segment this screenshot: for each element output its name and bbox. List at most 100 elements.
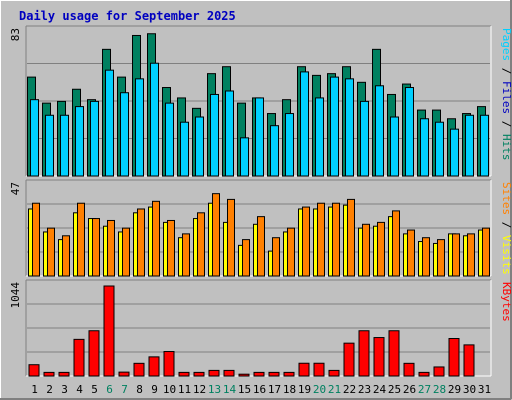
x-day-label-8: 8 xyxy=(136,383,143,396)
bar-kbytes-day-14 xyxy=(223,369,235,377)
x-day-label-20: 20 xyxy=(313,383,326,396)
bar-files-day-17 xyxy=(270,125,279,177)
x-day-label-28: 28 xyxy=(433,383,446,396)
bar-sites-day-3 xyxy=(62,235,70,277)
x-day-label-23: 23 xyxy=(358,383,371,396)
right-label-part: Visits xyxy=(500,235,512,275)
bar-kbytes-day-19 xyxy=(298,362,310,377)
bar-sites-day-22 xyxy=(347,198,355,277)
bar-sites-day-31 xyxy=(482,227,490,277)
x-day-label-10: 10 xyxy=(163,383,176,396)
bar-sites-day-5 xyxy=(92,218,100,277)
x-day-label-31: 31 xyxy=(478,383,491,396)
bar-files-day-26 xyxy=(405,87,414,177)
bar-files-day-29 xyxy=(450,128,459,177)
x-day-label-19: 19 xyxy=(298,383,311,396)
x-day-label-13: 13 xyxy=(208,383,221,396)
right-label-part: / xyxy=(500,215,512,235)
bar-kbytes-day-16 xyxy=(253,371,265,377)
x-day-label-4: 4 xyxy=(76,383,83,396)
bar-kbytes-day-12 xyxy=(193,371,205,377)
bar-sites-day-4 xyxy=(77,202,85,277)
x-day-label-7: 7 xyxy=(121,383,128,396)
bar-sites-day-21 xyxy=(332,202,340,277)
bar-files-day-12 xyxy=(195,116,204,177)
bar-sites-day-20 xyxy=(317,202,325,277)
x-day-label-18: 18 xyxy=(283,383,296,396)
x-day-label-12: 12 xyxy=(193,383,206,396)
bar-files-day-10 xyxy=(165,102,174,177)
y-max-label-2: 47 xyxy=(9,182,22,195)
right-label-part: Files xyxy=(500,81,512,114)
bar-sites-day-16 xyxy=(257,216,265,277)
x-day-label-11: 11 xyxy=(178,383,191,396)
bar-kbytes-day-25 xyxy=(388,330,400,377)
bar-sites-day-24 xyxy=(377,221,385,277)
bar-sites-day-27 xyxy=(422,237,430,277)
bar-kbytes-day-4 xyxy=(73,338,85,377)
bar-files-day-21 xyxy=(330,76,339,177)
bar-sites-day-25 xyxy=(392,210,400,277)
bar-kbytes-day-24 xyxy=(373,337,385,377)
x-day-label-24: 24 xyxy=(373,383,387,396)
x-day-label-25: 25 xyxy=(388,383,401,396)
x-day-label-15: 15 xyxy=(238,383,251,396)
bar-files-day-5 xyxy=(90,100,99,177)
bar-kbytes-day-21 xyxy=(328,369,340,377)
bar-files-day-27 xyxy=(420,118,429,177)
bar-files-day-23 xyxy=(360,100,369,177)
bar-files-day-3 xyxy=(60,114,69,177)
bar-kbytes-day-7 xyxy=(118,371,130,377)
bar-kbytes-day-28 xyxy=(433,366,445,377)
bar-sites-day-11 xyxy=(182,233,190,277)
bar-files-day-4 xyxy=(75,106,84,177)
right-label-part: / xyxy=(500,61,512,81)
bar-files-day-19 xyxy=(300,71,309,177)
bar-kbytes-day-15 xyxy=(238,373,250,377)
x-day-label-9: 9 xyxy=(151,383,158,396)
bar-kbytes-day-6 xyxy=(103,285,115,377)
right-label-part: / xyxy=(500,114,512,134)
x-day-label-5: 5 xyxy=(91,383,98,396)
bar-sites-day-30 xyxy=(467,233,475,277)
bar-kbytes-day-27 xyxy=(418,371,430,377)
bar-sites-day-15 xyxy=(242,239,250,277)
bar-sites-day-1 xyxy=(32,202,40,277)
right-label-2: Sites / Visits xyxy=(500,182,512,275)
x-day-label-6: 6 xyxy=(106,383,113,396)
bar-kbytes-day-3 xyxy=(58,371,70,377)
y-axis-max-labels: 83 47 1044 xyxy=(9,28,22,309)
bar-kbytes-day-8 xyxy=(133,362,145,377)
bar-files-day-24 xyxy=(375,85,384,177)
x-day-label-30: 30 xyxy=(463,383,476,396)
bar-kbytes-day-10 xyxy=(163,351,175,377)
bar-sites-day-8 xyxy=(137,208,145,277)
bar-files-day-11 xyxy=(180,121,189,177)
bar-sites-day-2 xyxy=(47,227,55,277)
bar-files-day-8 xyxy=(135,78,144,177)
bar-files-day-16 xyxy=(255,97,264,177)
bar-kbytes-day-30 xyxy=(463,344,475,377)
bar-files-day-31 xyxy=(480,114,489,177)
x-day-label-21: 21 xyxy=(328,383,341,396)
right-label-part: Hits xyxy=(500,134,512,161)
bar-kbytes-day-17 xyxy=(268,371,280,377)
bar-kbytes-day-22 xyxy=(343,342,355,377)
x-day-label-27: 27 xyxy=(418,383,431,396)
bar-sites-day-12 xyxy=(197,212,205,277)
chart-title: Daily usage for September 2025 xyxy=(19,9,236,23)
bar-sites-day-9 xyxy=(152,200,160,277)
right-legend-labels: Pages / Files / Hits Sites / Visits KBytes xyxy=(500,28,512,322)
bar-sites-day-6 xyxy=(107,219,115,277)
x-day-label-17: 17 xyxy=(268,383,281,396)
bar-files-day-13 xyxy=(210,93,219,177)
right-label-1: Pages / Files / Hits xyxy=(500,28,512,161)
bar-sites-day-7 xyxy=(122,227,130,277)
bar-kbytes-day-20 xyxy=(313,362,325,377)
bar-kbytes-day-1 xyxy=(28,364,40,377)
right-label-part: KBytes xyxy=(500,282,512,322)
right-label-part: Pages xyxy=(500,28,512,61)
x-day-label-2: 2 xyxy=(46,383,53,396)
y-max-label-3: 1044 xyxy=(9,282,22,309)
